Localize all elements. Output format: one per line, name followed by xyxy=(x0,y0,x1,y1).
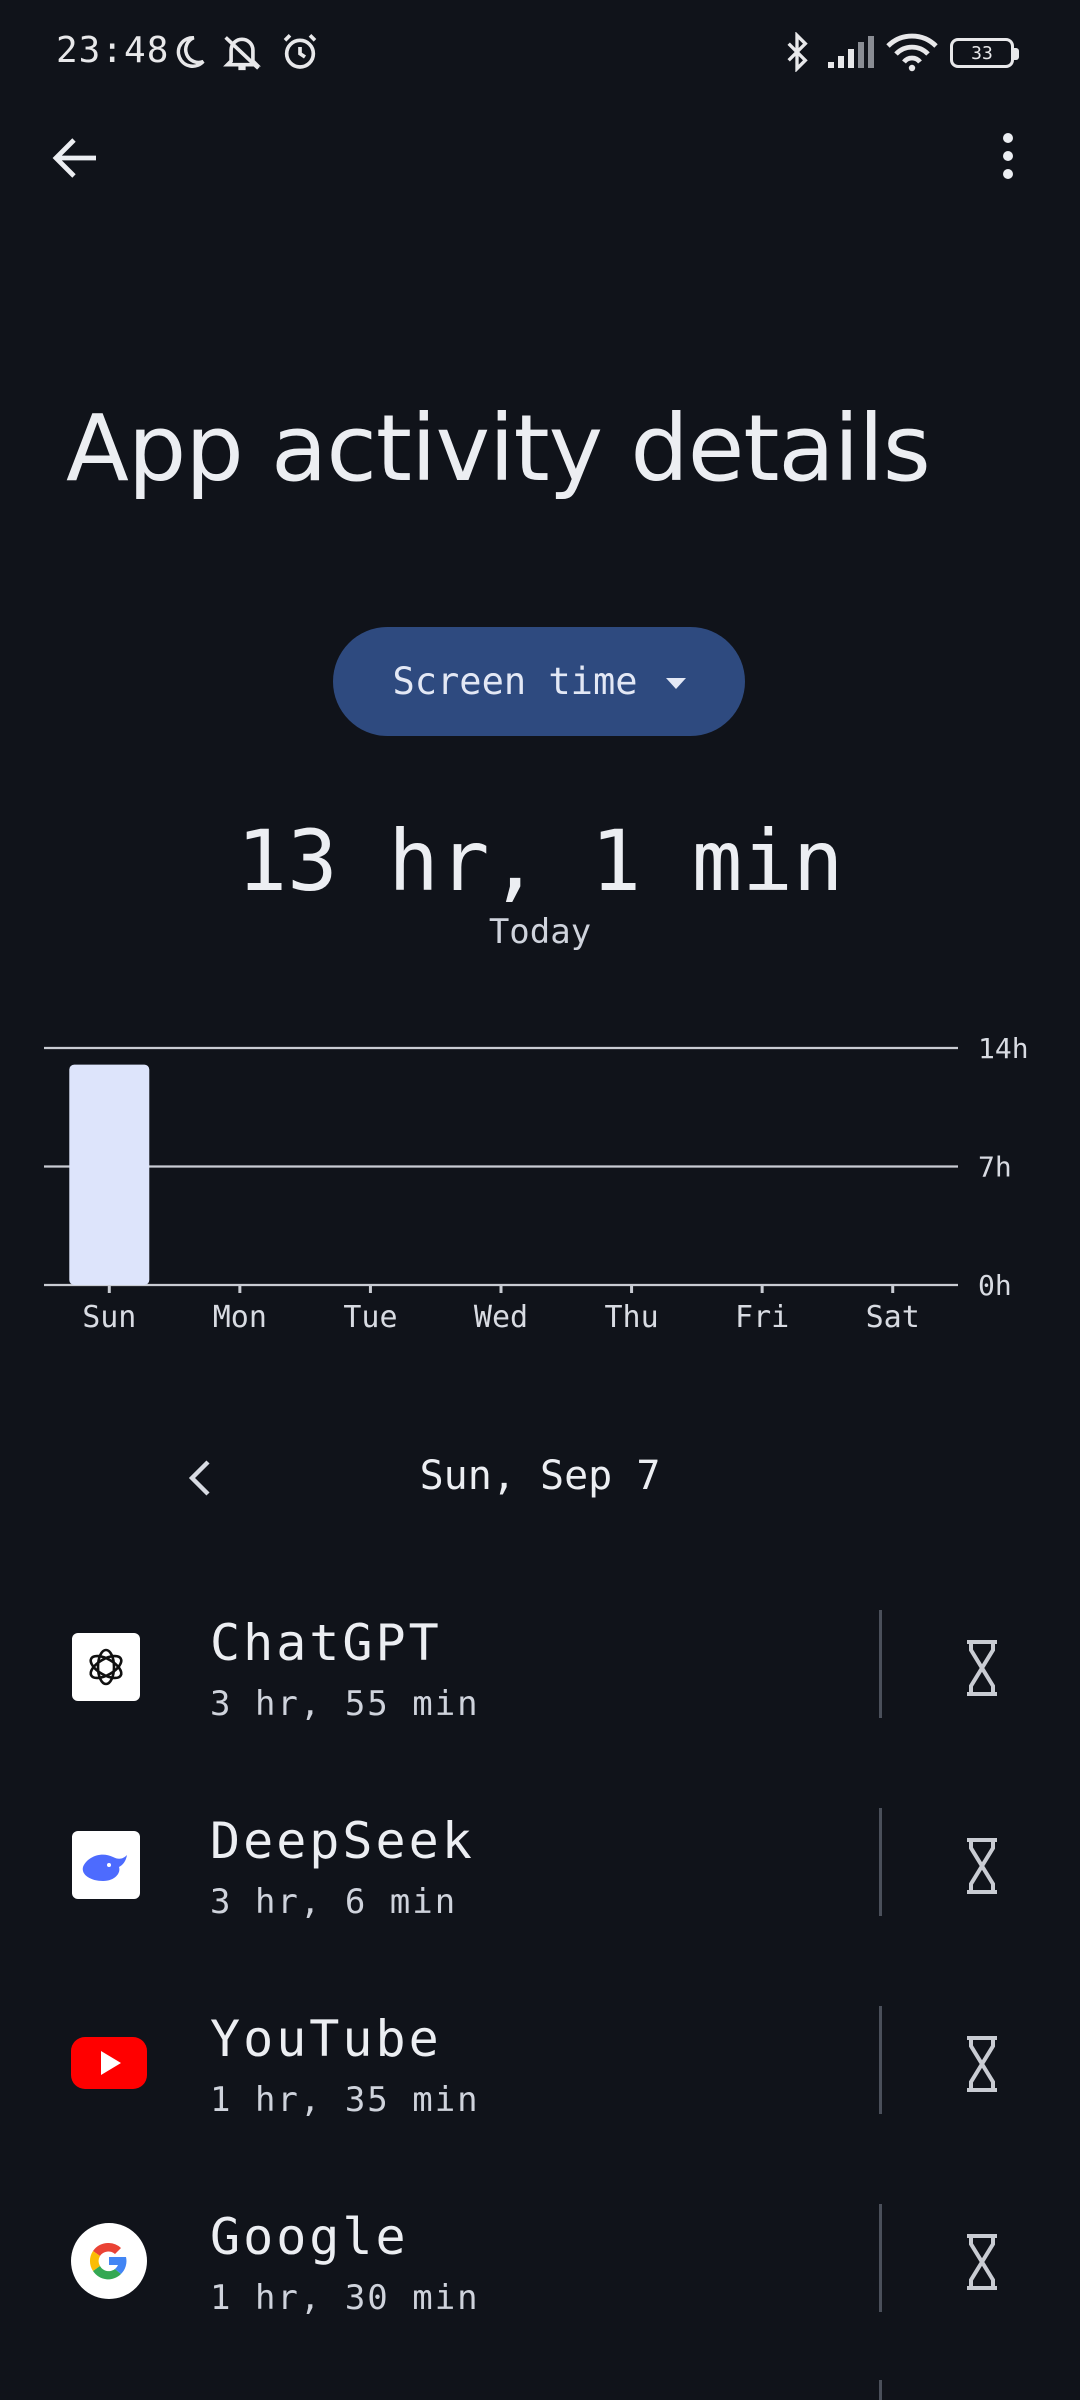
app-timer-button[interactable] xyxy=(944,2026,1020,2102)
caret-down-icon xyxy=(665,678,686,689)
row-divider xyxy=(879,2380,882,2400)
x-tick-label: Sun xyxy=(82,1300,136,1335)
metric-dropdown-label: Screen time xyxy=(392,660,638,703)
app-row-google[interactable]: Google 1 hr, 30 min xyxy=(0,2184,1080,2382)
more-vert-icon xyxy=(1003,133,1013,179)
total-period-label: Today xyxy=(488,912,592,952)
google-icon xyxy=(70,2222,148,2300)
hourglass-icon xyxy=(967,2036,997,2092)
row-divider xyxy=(879,2204,882,2312)
bell-off-icon xyxy=(220,30,264,74)
status-time: 23:48 xyxy=(56,30,170,71)
signal-icon xyxy=(826,30,876,74)
app-usage-time: 3 hr, 55 min xyxy=(210,1684,480,1724)
hourglass-icon xyxy=(967,1838,997,1894)
bluetooth-icon xyxy=(782,30,812,74)
app-timer-button[interactable] xyxy=(944,1630,1020,1706)
app-name: Google xyxy=(210,2208,409,2266)
battery-icon: 33 xyxy=(950,38,1019,68)
more-options-button[interactable] xyxy=(980,124,1036,188)
row-divider xyxy=(879,1808,882,1916)
alarm-icon xyxy=(280,30,320,74)
wifi-icon xyxy=(886,30,938,74)
selected-date: Sun, Sep 7 xyxy=(419,1453,661,1499)
page-title: App activity details xyxy=(66,395,931,502)
app-usage-time: 1 hr, 35 min xyxy=(210,2080,480,2120)
row-divider xyxy=(879,1610,882,1718)
deepseek-icon xyxy=(72,1831,140,1899)
x-tick-label: Sat xyxy=(866,1300,920,1335)
chevron-left-icon xyxy=(188,1460,210,1496)
y-tick-label: 7h xyxy=(978,1151,1012,1184)
app-timer-button[interactable] xyxy=(944,1828,1020,1904)
hourglass-icon xyxy=(967,2234,997,2290)
x-tick-label: Wed xyxy=(474,1300,528,1335)
app-name: DeepSeek xyxy=(210,1812,475,1870)
app-usage-time: 1 hr, 30 min xyxy=(210,2278,480,2318)
app-row-deepseek[interactable]: DeepSeek 3 hr, 6 min xyxy=(0,1788,1080,1986)
youtube-icon xyxy=(70,2029,148,2097)
moon-icon xyxy=(170,30,208,74)
arrow-back-icon xyxy=(52,138,96,178)
x-tick-label: Mon xyxy=(213,1300,267,1335)
previous-day-button[interactable] xyxy=(170,1448,230,1508)
hourglass-icon xyxy=(967,1640,997,1696)
app-name: YouTube xyxy=(210,2010,442,2068)
app-name: ChatGPT xyxy=(210,1614,442,1672)
app-row-chatgpt[interactable]: ChatGPT 3 hr, 55 min xyxy=(0,1590,1080,1788)
x-tick-label: Fri xyxy=(735,1300,789,1335)
y-tick-label: 0h xyxy=(978,1269,1012,1302)
bar-sun xyxy=(69,1064,150,1285)
app-timer-button[interactable] xyxy=(944,2224,1020,2300)
back-button[interactable] xyxy=(46,128,106,188)
app-usage-time: 3 hr, 6 min xyxy=(210,1882,458,1922)
total-screen-time: 13 hr, 1 min xyxy=(236,812,844,910)
usage-chart: 14h 7h 0h Sun Mon Tue Wed Thu Fri Sat xyxy=(44,1032,1029,1335)
app-row-youtube[interactable]: YouTube 1 hr, 35 min xyxy=(0,1986,1080,2184)
metric-dropdown[interactable]: Screen time xyxy=(333,627,745,736)
row-divider xyxy=(879,2006,882,2114)
x-tick-label: Tue xyxy=(343,1300,397,1335)
x-tick-label: Thu xyxy=(604,1300,658,1335)
chatgpt-icon xyxy=(72,1633,140,1701)
y-tick-label: 14h xyxy=(978,1032,1029,1065)
